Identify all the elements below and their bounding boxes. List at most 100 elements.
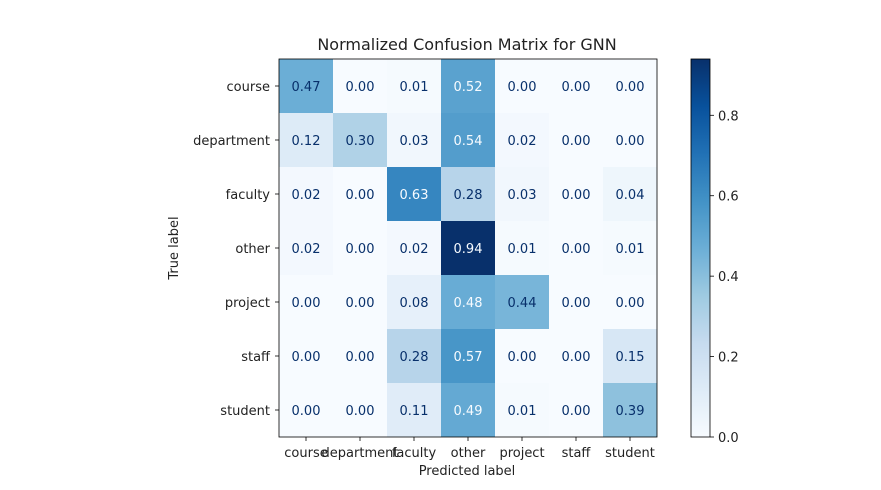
heatmap-cell [603,329,657,383]
y-axis-ticks: course department faculty other project staff… [193,80,279,419]
heatmap-cell [333,275,387,329]
heatmap-cell [441,113,495,167]
cell-value-label: 0.01 [616,242,645,257]
x-tick-label: department [322,446,399,461]
x-tick-label: student [605,446,655,461]
heatmap-cell [387,167,441,221]
cell-value-label: 0.00 [346,80,375,95]
cell-value-label: 0.00 [562,242,591,257]
heatmap-cell [549,329,603,383]
x-tick-label: course [284,446,327,461]
cell-value-label: 0.00 [616,134,645,149]
cell-value-label: 0.02 [292,242,321,257]
heatmap-cell [387,221,441,275]
heatmap-cell [279,275,333,329]
colorbar-tick-label: 0.0 [718,431,739,446]
cell-value-label: 0.52 [454,80,483,95]
cell-value-label: 0.00 [508,350,537,365]
cell-value-label: 0.00 [562,134,591,149]
heatmap-cell [279,383,333,437]
heatmap-cell [549,167,603,221]
cell-value-label: 0.01 [400,80,429,95]
heatmap-cell [495,275,549,329]
cell-value-label: 0.28 [454,188,483,203]
cell-value-label: 0.00 [346,404,375,419]
heatmap-cell [441,59,495,113]
cell-value-label: 0.48 [454,296,483,311]
y-axis-label: True label [167,216,182,280]
cell-value-label: 0.08 [400,296,429,311]
heatmap-cell [603,167,657,221]
y-tick-label: other [235,242,270,257]
cell-value-label: 0.47 [292,80,321,95]
x-axis-label: Predicted label [419,464,516,479]
x-tick-label: staff [562,446,592,461]
y-tick-label: faculty [226,188,271,203]
y-tick-label: project [225,296,270,311]
heatmap-cell [441,383,495,437]
heatmap-cell [387,59,441,113]
heatmap-cell [495,113,549,167]
heatmap-cell [603,59,657,113]
heatmap-cell [333,383,387,437]
heatmap-cell [495,383,549,437]
cell-value-label: 0.02 [292,188,321,203]
heatmap-cell [333,221,387,275]
heatmap-cell [387,329,441,383]
x-tick-label: other [451,446,486,461]
heatmap-cell [549,383,603,437]
cell-value-label: 0.30 [346,134,375,149]
cell-value-label: 0.00 [562,350,591,365]
colorbar-tick-label: 0.2 [718,351,739,366]
cell-value-label: 0.11 [400,404,429,419]
cell-value-label: 0.00 [508,80,537,95]
cell-value-label: 0.15 [616,350,645,365]
cell-value-label: 0.00 [346,296,375,311]
heatmap-cell [333,59,387,113]
heatmap-cell [387,275,441,329]
heatmap-cell [441,167,495,221]
cell-value-label: 0.54 [454,134,483,149]
heatmap-cell [279,59,333,113]
cell-value-label: 0.00 [616,80,645,95]
y-tick-label: course [227,80,270,95]
heatmap-cell [495,167,549,221]
heatmap-cell [549,275,603,329]
x-tick-label: project [499,446,544,461]
heatmap-cell [495,59,549,113]
cell-value-label: 0.03 [400,134,429,149]
heatmap-cell [387,383,441,437]
cell-value-label: 0.12 [292,134,321,149]
heatmap-cells: 0.47 0.00 0.01 0.52 0.00 0.00 0.00 0.12 0.30 0.03… [279,59,657,437]
colorbar [690,58,711,438]
cell-value-label: 0.00 [346,350,375,365]
heatmap-cell [333,167,387,221]
y-tick-label: department [193,134,270,149]
y-tick-label: staff [241,350,271,365]
colorbar-ticks: 0.0 0.2 0.4 0.6 0.8 [710,109,739,446]
heatmap-cell [549,113,603,167]
cell-value-label: 0.01 [508,242,537,257]
heatmap-cell [495,329,549,383]
colorbar-tick-label: 0.6 [718,190,739,205]
cell-value-label: 0.02 [400,242,429,257]
cell-value-label: 0.04 [616,188,645,203]
cell-value-label: 0.00 [292,296,321,311]
cell-value-label: 0.00 [562,188,591,203]
cell-value-label: 0.00 [346,188,375,203]
heatmap-cell [279,221,333,275]
colorbar-tick-label: 0.8 [718,109,739,124]
cell-value-label: 0.00 [562,404,591,419]
colorbar-tick-label: 0.4 [718,270,739,285]
cell-value-label: 0.49 [454,404,483,419]
cell-value-label: 0.39 [616,404,645,419]
y-tick-label: student [220,404,270,419]
cell-value-label: 0.94 [454,242,483,257]
cell-value-label: 0.03 [508,188,537,203]
cell-value-label: 0.57 [454,350,483,365]
cell-value-label: 0.00 [562,80,591,95]
cell-value-label: 0.00 [562,296,591,311]
heatmap-cell [495,221,549,275]
